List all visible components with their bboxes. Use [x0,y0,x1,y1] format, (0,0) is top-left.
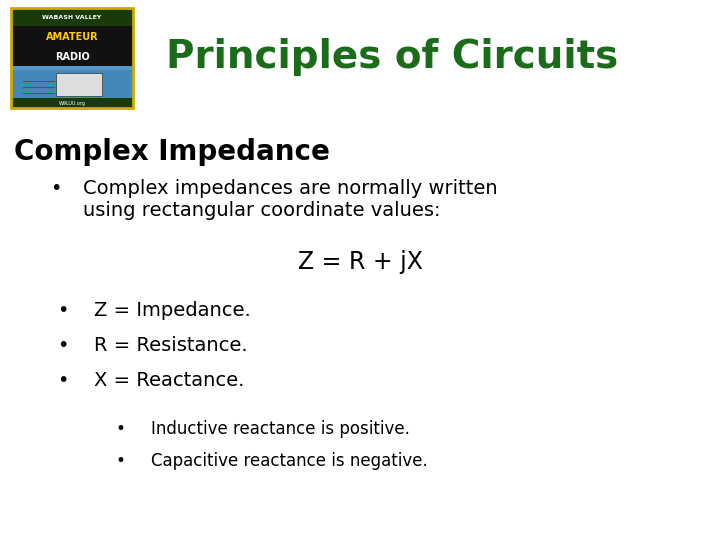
FancyBboxPatch shape [11,8,133,108]
Text: AMATEUR: AMATEUR [45,32,99,42]
Text: Complex Impedance: Complex Impedance [14,138,330,166]
Text: X = Reactance.: X = Reactance. [94,371,244,390]
Text: Complex impedances are normally written: Complex impedances are normally written [83,179,498,198]
Text: •: • [115,420,125,438]
Text: •: • [58,336,69,355]
Text: •: • [115,451,125,470]
Text: Z = R + jX: Z = R + jX [297,250,423,274]
FancyBboxPatch shape [11,26,133,48]
Text: Inductive reactance is positive.: Inductive reactance is positive. [151,420,410,438]
FancyBboxPatch shape [11,8,133,26]
Text: •: • [58,371,69,390]
Text: •: • [58,301,69,320]
Text: Capacitive reactance is negative.: Capacitive reactance is negative. [151,451,428,470]
Text: Principles of Circuits: Principles of Circuits [166,38,618,76]
Text: R = Resistance.: R = Resistance. [94,336,247,355]
Text: •: • [50,179,62,198]
FancyBboxPatch shape [11,48,133,66]
FancyBboxPatch shape [11,98,133,108]
Text: WABASH VALLEY: WABASH VALLEY [42,15,102,19]
Text: using rectangular coordinate values:: using rectangular coordinate values: [83,201,441,220]
Text: RADIO: RADIO [55,52,89,62]
FancyBboxPatch shape [56,73,102,96]
Text: Z = Impedance.: Z = Impedance. [94,301,251,320]
Text: W9LUU.org: W9LUU.org [58,100,86,105]
FancyBboxPatch shape [11,70,133,98]
